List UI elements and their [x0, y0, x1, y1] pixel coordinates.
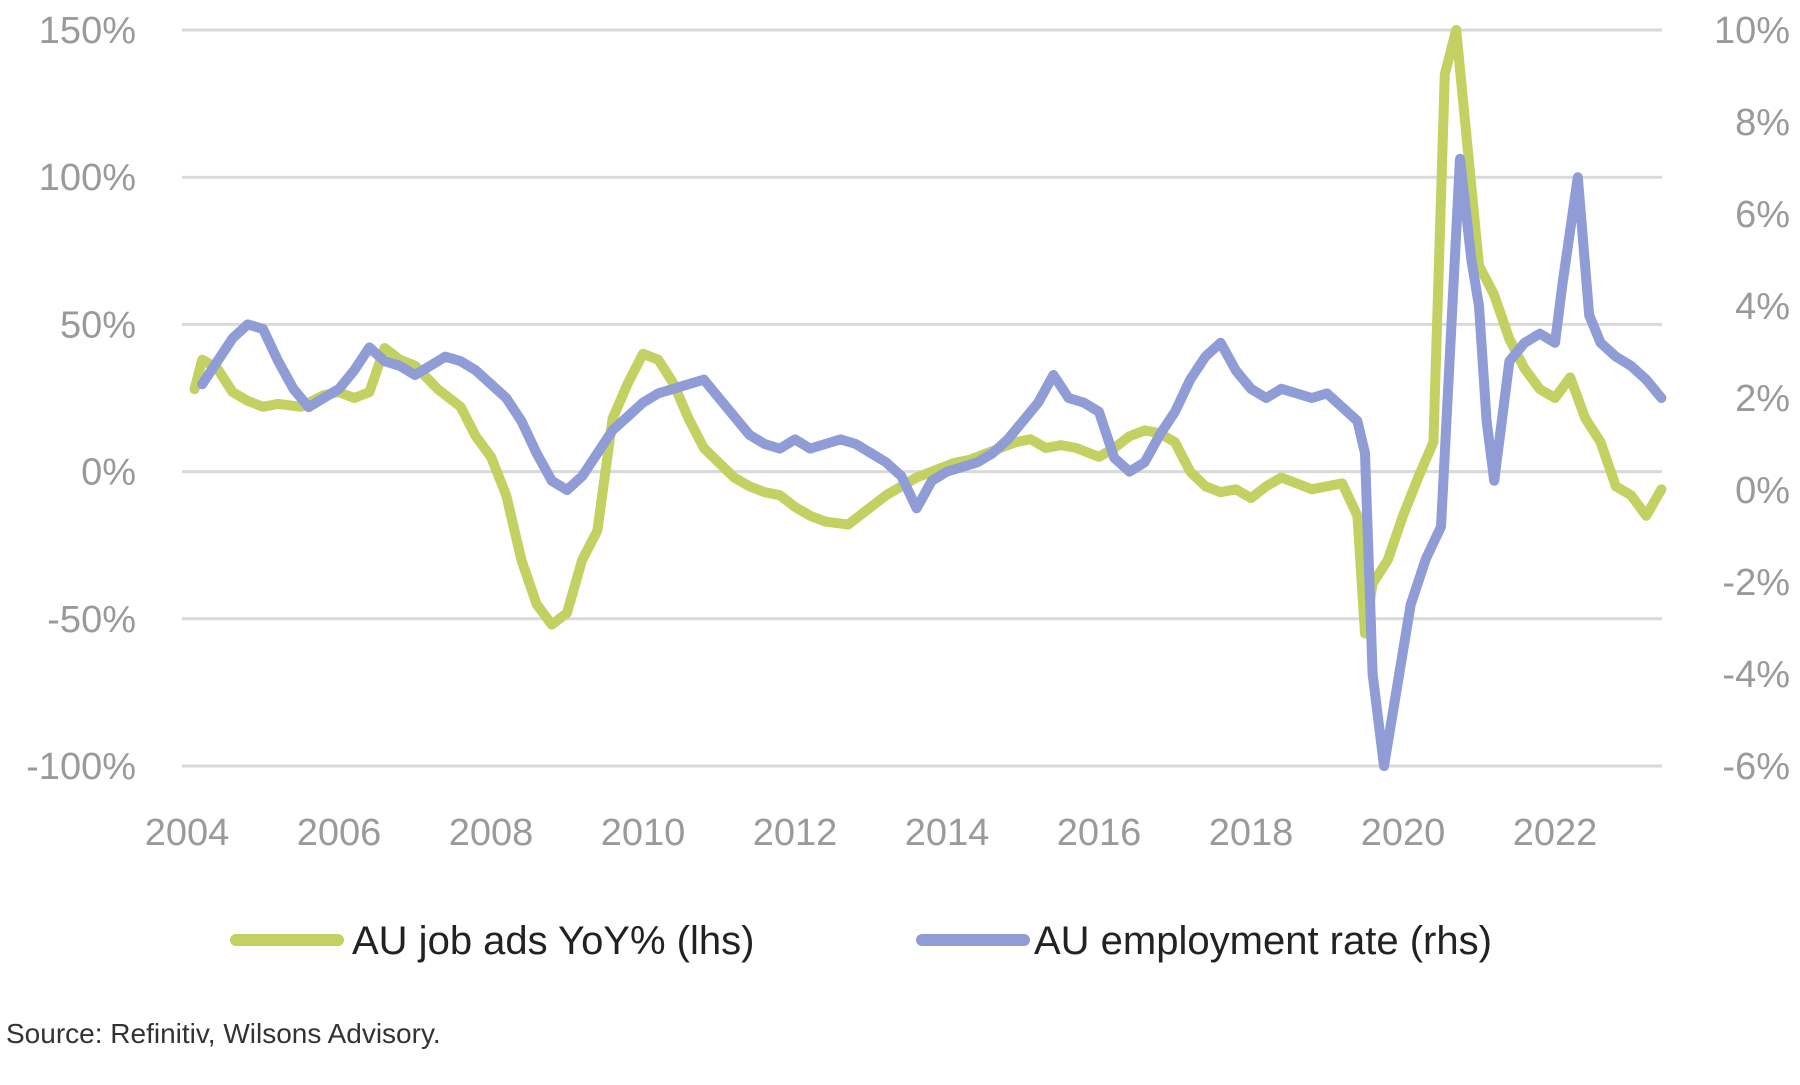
x-tick-label: 2016 — [1057, 812, 1142, 854]
x-tick-label: 2004 — [145, 812, 230, 854]
legend: AU job ads YoY% (lhs) AU employment rate … — [230, 919, 1492, 963]
left-tick-label: 50% — [60, 304, 136, 346]
employment-series-line — [197, 153, 1667, 771]
left-tick-label: -100% — [26, 746, 136, 788]
x-tick-label: 2006 — [297, 812, 382, 854]
line-chart: 150% 100% 50% 0% -50% -100% 10% 8% 6% 4% 2% 0% -2% -… — [26, 10, 1790, 963]
right-tick-label: 10% — [1714, 10, 1790, 52]
left-tick-label: 100% — [39, 157, 136, 199]
x-tick-label: 2018 — [1209, 812, 1294, 854]
x-tick-label: 2022 — [1513, 812, 1598, 854]
x-tick-label: 2008 — [449, 812, 534, 854]
right-tick-label: 0% — [1735, 470, 1790, 512]
x-tick-label: 2014 — [905, 812, 990, 854]
legend-label: AU employment rate (rhs) — [1034, 919, 1492, 963]
right-tick-label: 4% — [1735, 286, 1790, 328]
x-tick-label: 2010 — [601, 812, 686, 854]
job-ads-series-line — [189, 25, 1667, 639]
right-tick-label: 2% — [1735, 378, 1790, 420]
right-tick-label: 6% — [1735, 194, 1790, 236]
left-tick-label: -50% — [47, 599, 136, 641]
series-lines — [189, 25, 1667, 771]
right-tick-label: 8% — [1735, 102, 1790, 144]
left-tick-label: 150% — [39, 10, 136, 52]
left-tick-label: 0% — [81, 452, 136, 494]
x-tick-label: 2012 — [753, 812, 838, 854]
gridlines — [182, 28, 1662, 768]
right-axis-ticks: 10% 8% 6% 4% 2% 0% -2% -4% -6% — [1714, 10, 1790, 788]
x-axis-ticks: 2004 2006 2008 2010 2012 2014 2016 2018 2020 2022 — [145, 812, 1598, 854]
right-tick-label: -4% — [1722, 654, 1790, 696]
right-tick-label: -6% — [1722, 746, 1790, 788]
x-tick-label: 2020 — [1361, 812, 1446, 854]
left-axis-ticks: 150% 100% 50% 0% -50% -100% — [26, 10, 136, 788]
source-note: Source: Refinitiv, Wilsons Advisory. — [6, 1018, 441, 1049]
legend-label: AU job ads YoY% (lhs) — [352, 919, 754, 963]
right-tick-label: -2% — [1722, 562, 1790, 604]
